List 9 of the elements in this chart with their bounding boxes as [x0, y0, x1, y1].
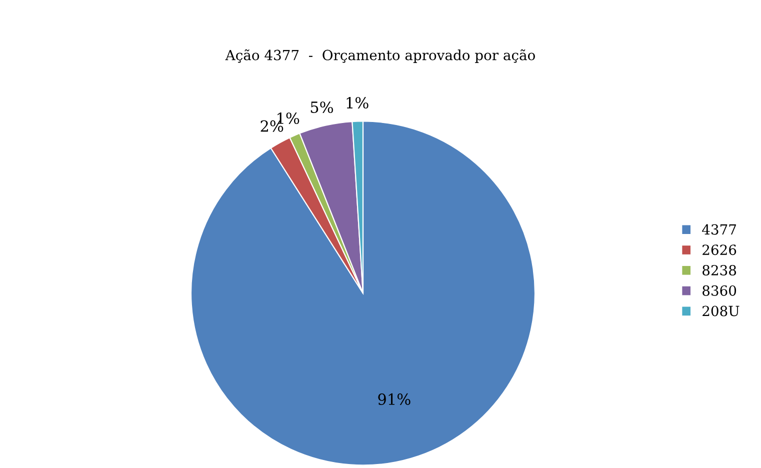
- legend-label: 208U: [702, 306, 740, 316]
- legend-label: 2626: [702, 244, 736, 256]
- legend-label: 8238: [702, 264, 736, 276]
- data-label: 91%: [378, 393, 410, 405]
- legend-label: 8360: [702, 285, 736, 296]
- chart-title: Ação 4377 - Orçamento aprovado por ação: [225, 49, 535, 63]
- data-label: 5%: [310, 101, 334, 114]
- data-label: 1%: [346, 96, 368, 109]
- legend-label: 4377: [702, 224, 736, 235]
